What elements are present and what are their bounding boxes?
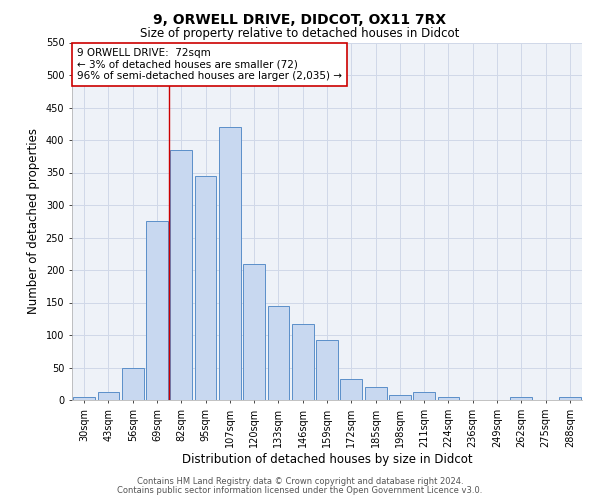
Bar — [292, 324, 314, 400]
Text: Contains HM Land Registry data © Crown copyright and database right 2024.: Contains HM Land Registry data © Crown c… — [137, 478, 463, 486]
Bar — [340, 379, 362, 400]
Bar — [365, 387, 386, 400]
Bar — [146, 221, 168, 400]
X-axis label: Distribution of detached houses by size in Didcot: Distribution of detached houses by size … — [182, 452, 472, 466]
Bar — [413, 392, 435, 400]
Bar — [97, 392, 119, 400]
Bar — [170, 150, 192, 400]
Bar — [243, 264, 265, 400]
Text: 9 ORWELL DRIVE:  72sqm
← 3% of detached houses are smaller (72)
96% of semi-deta: 9 ORWELL DRIVE: 72sqm ← 3% of detached h… — [77, 48, 342, 81]
Bar — [316, 340, 338, 400]
Bar — [389, 395, 411, 400]
Bar — [268, 306, 289, 400]
Text: Contains public sector information licensed under the Open Government Licence v3: Contains public sector information licen… — [118, 486, 482, 495]
Bar — [437, 398, 460, 400]
Bar — [219, 127, 241, 400]
Y-axis label: Number of detached properties: Number of detached properties — [27, 128, 40, 314]
Bar — [73, 397, 95, 400]
Bar — [559, 397, 581, 400]
Bar — [122, 368, 143, 400]
Text: Size of property relative to detached houses in Didcot: Size of property relative to detached ho… — [140, 26, 460, 40]
Text: 9, ORWELL DRIVE, DIDCOT, OX11 7RX: 9, ORWELL DRIVE, DIDCOT, OX11 7RX — [154, 12, 446, 26]
Bar — [511, 397, 532, 400]
Bar — [194, 176, 217, 400]
